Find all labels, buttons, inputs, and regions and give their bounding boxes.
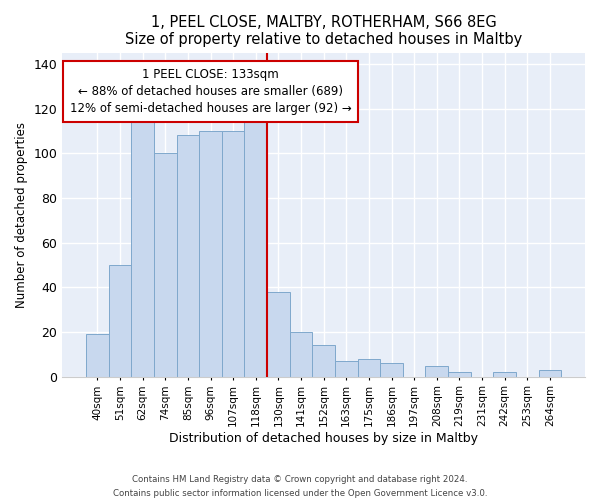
Bar [380, 364, 403, 376]
Bar [313, 346, 335, 376]
Bar [222, 131, 244, 376]
Bar [86, 334, 109, 376]
Bar [493, 372, 516, 376]
Y-axis label: Number of detached properties: Number of detached properties [15, 122, 28, 308]
Bar [358, 359, 380, 376]
Text: 1 PEEL CLOSE: 133sqm
← 88% of detached houses are smaller (689)
12% of semi-deta: 1 PEEL CLOSE: 133sqm ← 88% of detached h… [70, 68, 352, 116]
Bar [109, 265, 131, 376]
Bar [290, 332, 313, 376]
Bar [425, 366, 448, 376]
X-axis label: Distribution of detached houses by size in Maltby: Distribution of detached houses by size … [169, 432, 478, 445]
Bar [267, 292, 290, 376]
Bar [539, 370, 561, 376]
Title: 1, PEEL CLOSE, MALTBY, ROTHERHAM, S66 8EG
Size of property relative to detached : 1, PEEL CLOSE, MALTBY, ROTHERHAM, S66 8E… [125, 15, 522, 48]
Bar [244, 80, 267, 376]
Bar [154, 154, 176, 376]
Bar [448, 372, 471, 376]
Text: Contains HM Land Registry data © Crown copyright and database right 2024.
Contai: Contains HM Land Registry data © Crown c… [113, 476, 487, 498]
Bar [335, 361, 358, 376]
Bar [176, 136, 199, 376]
Bar [199, 131, 222, 376]
Bar [131, 116, 154, 376]
